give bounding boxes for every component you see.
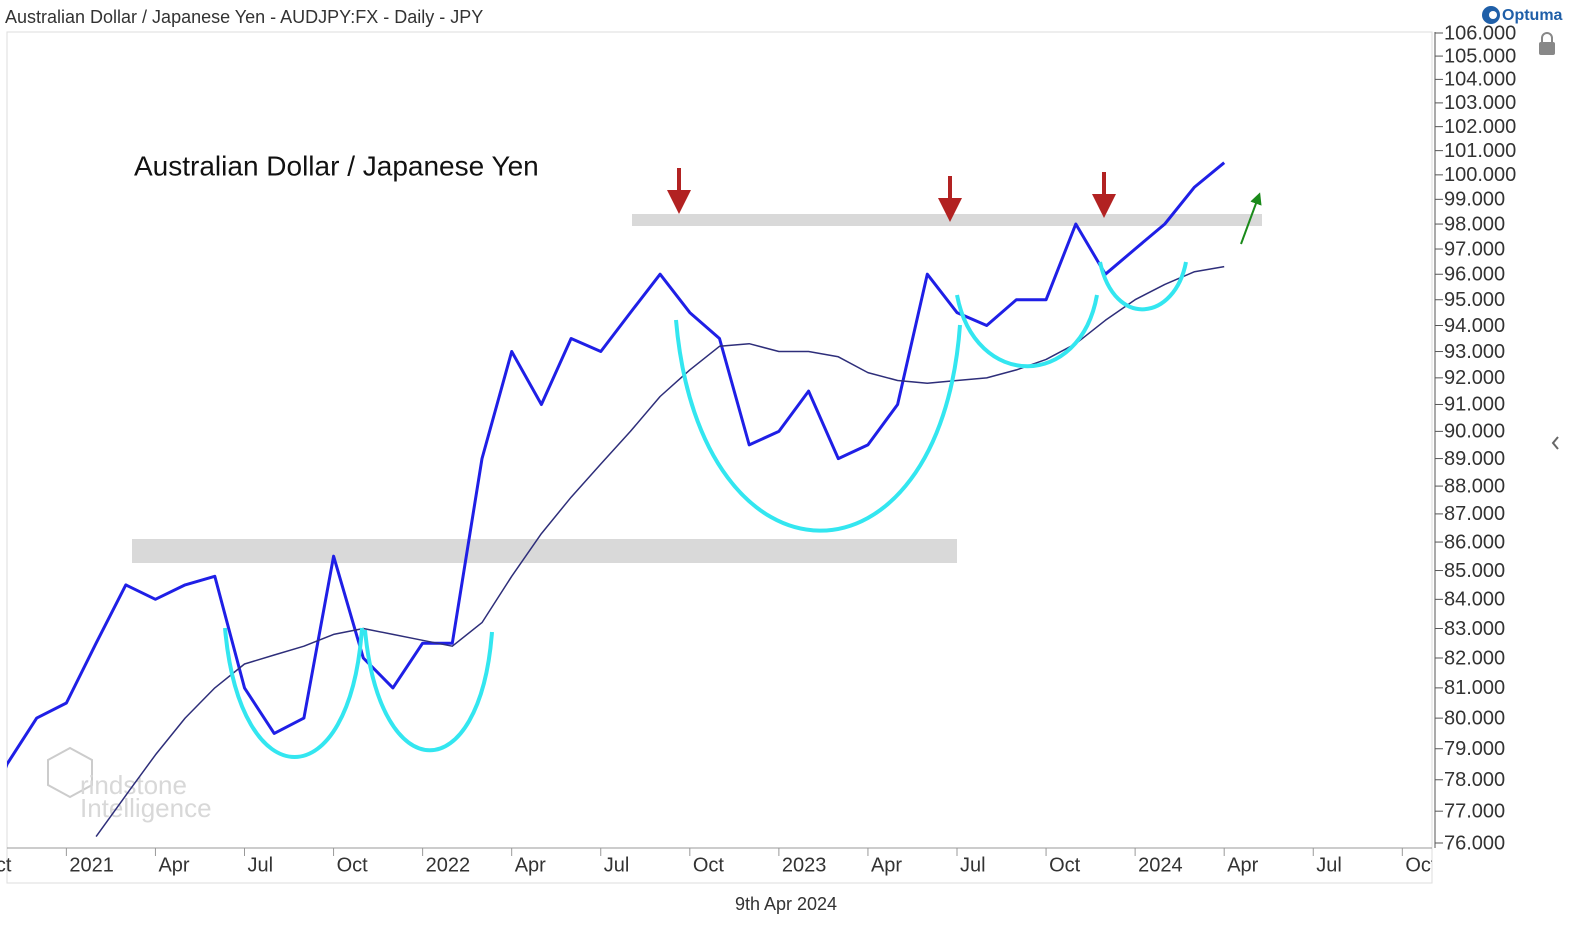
price-line <box>7 161 1226 769</box>
y-tick-label: 86.000 <box>1444 531 1505 553</box>
lock-icon <box>1539 32 1555 55</box>
logo: Optuma <box>1482 6 1563 24</box>
collapse-arrow[interactable] <box>1551 436 1559 450</box>
y-tick-label: 85.000 <box>1444 560 1505 582</box>
arc <box>674 319 962 533</box>
red-arrows <box>667 168 1116 222</box>
y-tick-label: 88.000 <box>1444 475 1505 497</box>
y-tick-label: 77.000 <box>1444 800 1505 822</box>
cup-arcs <box>223 261 1188 759</box>
x-tick-label: Apr <box>158 854 189 876</box>
y-tick-label: 103.000 <box>1444 92 1516 114</box>
y-tick-label: 97.000 <box>1444 238 1505 260</box>
y-tick-label: 98.000 <box>1444 213 1505 235</box>
plot-border <box>6 31 1433 884</box>
x-tick-label: 2024 <box>1138 854 1183 876</box>
x-tick-label: Apr <box>871 854 902 876</box>
y-tick-label: 81.000 <box>1444 677 1505 699</box>
support-band <box>132 539 957 563</box>
y-tick-label: 92.000 <box>1444 367 1505 389</box>
y-tick-label: 95.000 <box>1444 289 1505 311</box>
arc <box>955 294 1099 369</box>
watermark-line: Intelligence <box>80 793 212 823</box>
y-tick-label: 80.000 <box>1444 707 1505 729</box>
x-tick-label: Oct <box>1405 854 1437 876</box>
y-tick-label: 93.000 <box>1444 341 1505 363</box>
x-tick-label: Jul <box>604 854 630 876</box>
x-tick-label: Jul <box>960 854 986 876</box>
y-tick-label: 91.000 <box>1444 394 1505 416</box>
x-tick-label: Oct <box>0 854 12 876</box>
y-tick-label: 89.000 <box>1444 448 1505 470</box>
x-tick-label: Jul <box>1316 854 1342 876</box>
x-tick-label: 2021 <box>69 854 114 876</box>
arc <box>363 629 494 753</box>
y-tick-label: 104.000 <box>1444 69 1516 91</box>
y-tick-label: 94.000 <box>1444 315 1505 337</box>
y-tick-label: 106.000 <box>1444 22 1516 44</box>
x-tick-label: 2023 <box>782 854 827 876</box>
x-tick-label: Jul <box>248 854 274 876</box>
y-tick-label: 101.000 <box>1444 140 1516 162</box>
price-line <box>95 265 1225 838</box>
y-tick-label: 87.000 <box>1444 503 1505 525</box>
y-tick-label: 90.000 <box>1444 421 1505 443</box>
arc <box>1098 261 1188 312</box>
green-arrow <box>1240 192 1262 245</box>
logo-text: Optuma <box>1502 7 1563 24</box>
date-label: 9th Apr 2024 <box>735 894 837 914</box>
arc <box>223 627 364 759</box>
y-tick-label: 79.000 <box>1444 738 1505 760</box>
y-tick-label: 100.000 <box>1444 164 1516 186</box>
x-tick-label: Oct <box>1049 854 1081 876</box>
x-tick-label: Apr <box>515 854 546 876</box>
y-tick-label: 82.000 <box>1444 647 1505 669</box>
y-tick-label: 99.000 <box>1444 189 1505 211</box>
watermark: rindstone Intelligence <box>47 746 212 823</box>
y-tick-label: 76.000 <box>1444 832 1505 854</box>
plot <box>7 161 1226 838</box>
y-tick-label: 96.000 <box>1444 264 1505 286</box>
x-tick-label: Oct <box>693 854 725 876</box>
header-title: Australian Dollar / Japanese Yen - AUDJP… <box>5 7 483 27</box>
y-tick-label: 84.000 <box>1444 589 1505 611</box>
y-tick-label: 102.000 <box>1444 116 1516 138</box>
y-tick-label: 105.000 <box>1444 45 1516 67</box>
x-tick-label: 2022 <box>426 854 471 876</box>
y-tick-label: 83.000 <box>1444 618 1505 640</box>
x-tick-label: Oct <box>337 854 369 876</box>
y-tick-label: 78.000 <box>1444 769 1505 791</box>
chart-annotation: Australian Dollar / Japanese Yen <box>134 150 539 181</box>
x-axis: Oct 2021 Apr Jul Oct 2022 Apr Jul Oct 2023 Apr Jul O… <box>0 848 1437 876</box>
x-tick-label: Apr <box>1227 854 1258 876</box>
